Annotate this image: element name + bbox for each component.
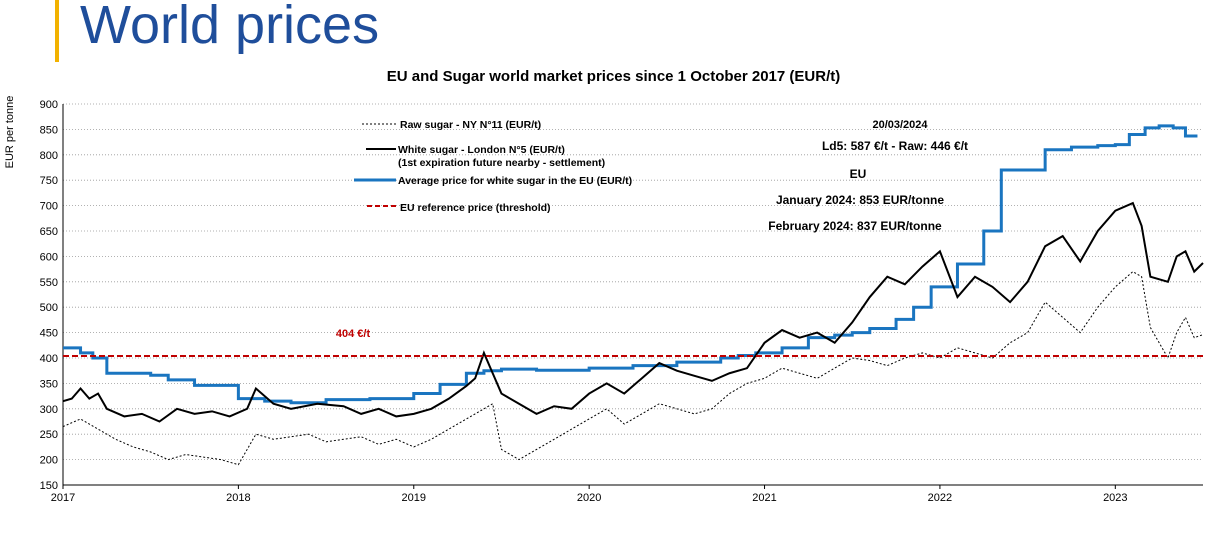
y-tick-label: 250: [40, 429, 58, 441]
y-tick-label: 150: [40, 480, 58, 492]
annotation-ld5-raw: Ld5: 587 €/t - Raw: 446 €/t: [822, 139, 968, 153]
legend-label-white: White sugar - London N°5 (EUR/t): [398, 144, 565, 156]
y-tick-label: 400: [40, 353, 58, 365]
x-tick-label: 2018: [226, 492, 250, 504]
y-tick-label: 450: [40, 328, 58, 340]
title-accent-bar: [55, 0, 59, 62]
y-tick-label: 300: [40, 404, 58, 416]
legend-label-white-note: (1st expiration future nearby - settleme…: [398, 157, 605, 169]
legend-label-raw: Raw sugar - NY N°11 (EUR/t): [400, 119, 541, 131]
y-tick-label: 650: [40, 226, 58, 238]
chart-title: EU and Sugar world market prices since 1…: [386, 68, 841, 85]
x-tick-label: 2019: [402, 492, 426, 504]
y-tick-label: 350: [40, 378, 58, 390]
annotation-eu-heading: EU: [850, 167, 867, 181]
x-tick-label: 2017: [51, 492, 75, 504]
annotation-date: 20/03/2024: [872, 119, 928, 131]
y-tick-label: 700: [40, 201, 58, 213]
series-white-sugar-london: [62, 201, 1204, 423]
x-tick-label: 2020: [577, 492, 601, 504]
series-eu-average-white-sugar: [63, 124, 1198, 405]
y-tick-label: 200: [40, 455, 58, 467]
y-tick-label: 500: [40, 302, 58, 314]
y-tick-label: 850: [40, 124, 58, 136]
annotation-reference-value: 404 €/t: [336, 328, 371, 340]
annotation-february: February 2024: 837 EUR/tonne: [768, 219, 942, 233]
y-tick-label: 900: [40, 99, 58, 111]
y-tick-label: 750: [40, 175, 58, 187]
y-tick-label: 550: [40, 277, 58, 289]
series-raw-sugar-ny: [62, 271, 1204, 466]
x-tick-label: 2021: [752, 492, 776, 504]
y-tick-label: 600: [40, 251, 58, 263]
legend-label-eu: Average price for white sugar in the EU …: [398, 175, 632, 187]
y-tick-label: 800: [40, 150, 58, 162]
annotation-january: January 2024: 853 EUR/tonne: [776, 193, 944, 207]
legend-label-ref: EU reference price (threshold): [400, 202, 551, 214]
x-tick-label: 2022: [928, 492, 952, 504]
page-title: World prices: [80, 0, 380, 55]
x-tick-label: 2023: [1103, 492, 1127, 504]
